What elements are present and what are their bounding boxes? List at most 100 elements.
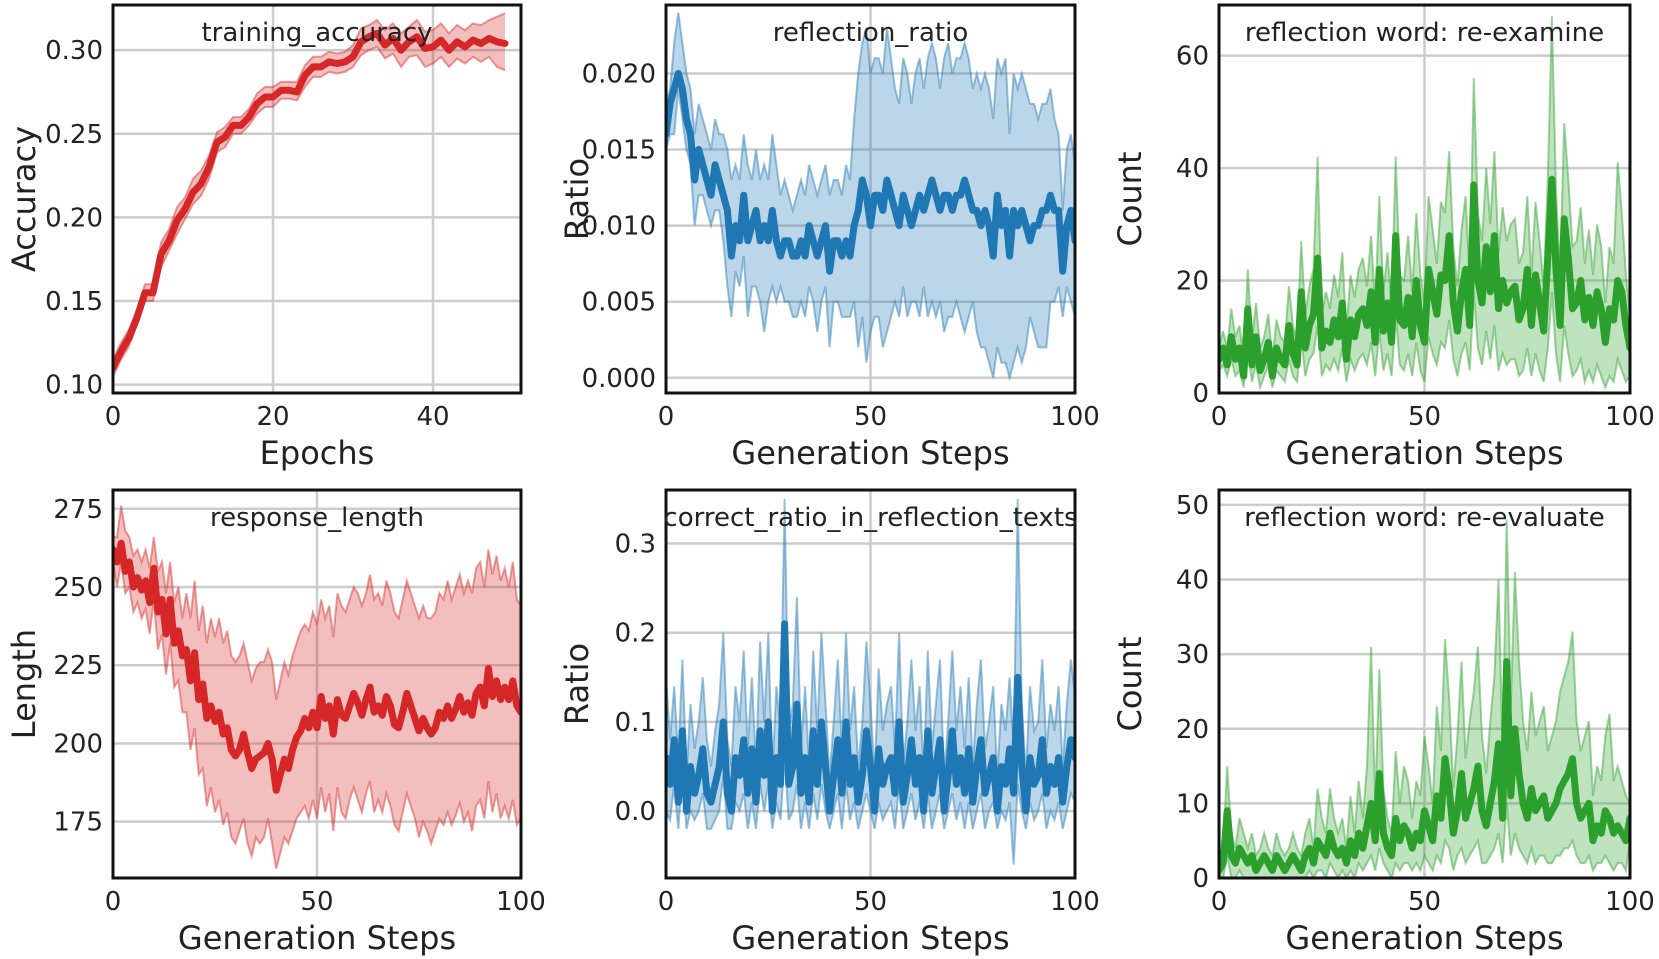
x-tick-label: 0 bbox=[658, 887, 675, 917]
plot-frame bbox=[664, 488, 1077, 880]
series-line-mean bbox=[113, 29, 509, 372]
y-tick-label: 0.10 bbox=[45, 371, 103, 401]
y-tick-label: 225 bbox=[53, 651, 103, 681]
y-axis-label: Accuracy bbox=[5, 126, 43, 272]
plot-frame bbox=[1217, 3, 1632, 395]
panel-title: reflection_ratio bbox=[773, 18, 969, 48]
x-axis-label: Generation Steps bbox=[1285, 434, 1563, 472]
confidence-band bbox=[666, 12, 1075, 378]
y-tick-label: 10 bbox=[1176, 789, 1209, 819]
x-tick-label: 100 bbox=[1050, 402, 1100, 432]
y-tick-label: 0.005 bbox=[582, 288, 656, 318]
plot-area bbox=[666, 12, 1075, 382]
y-tick-label: 0.30 bbox=[45, 36, 103, 66]
panel-reflection-ratio: 0 50 100 0.000 0.005 0.010 0.015 0.020 Generatio… bbox=[558, 3, 1100, 472]
y-tick-label: 0.0 bbox=[615, 797, 656, 827]
y-tick-label: 0.25 bbox=[45, 120, 103, 150]
plot-area bbox=[666, 498, 1075, 865]
x-axis-label: Epochs bbox=[260, 434, 375, 472]
x-tick-label: 50 bbox=[854, 887, 887, 917]
plot-frame bbox=[1217, 488, 1632, 880]
x-tick-label: 100 bbox=[1605, 402, 1655, 432]
band-upper-edge bbox=[1219, 519, 1630, 864]
plot-frame bbox=[664, 3, 1077, 395]
y-axis-label: Ratio bbox=[558, 158, 596, 240]
x-tick-label: 100 bbox=[1605, 887, 1655, 917]
y-tick-label: 0.000 bbox=[582, 364, 656, 394]
plot-frame bbox=[111, 488, 523, 880]
panel-training-accuracy: 0 20 40 0.10 0.15 0.20 0.25 0.30 Epochs Accuracy t… bbox=[5, 3, 523, 472]
y-tick-label: 60 bbox=[1176, 42, 1209, 72]
y-tick-label: 0.3 bbox=[615, 530, 656, 560]
y-tick-label: 0.015 bbox=[582, 136, 656, 166]
x-axis-label: Generation Steps bbox=[178, 919, 456, 957]
band-lower-edge bbox=[1219, 803, 1630, 878]
x-tick-label: 0 bbox=[658, 402, 675, 432]
y-tick-label: 20 bbox=[1176, 267, 1209, 297]
y-tick-label: 0.1 bbox=[615, 708, 656, 738]
band-upper-edge bbox=[666, 498, 1075, 776]
panel-title: reflection word: re-examine bbox=[1245, 18, 1604, 48]
y-tick-label: 40 bbox=[1176, 566, 1209, 596]
y-tick-label: 175 bbox=[53, 808, 103, 838]
plot-frame bbox=[111, 3, 523, 395]
y-tick-label: 50 bbox=[1176, 491, 1209, 521]
plot-area bbox=[113, 12, 509, 377]
series-line-mean bbox=[1219, 175, 1630, 380]
panel-re-examine: 0 50 100 0 20 40 60 Generation Steps Count reflec… bbox=[1111, 3, 1655, 472]
y-tick-label: 20 bbox=[1176, 715, 1209, 745]
y-tick-label: 250 bbox=[53, 573, 103, 603]
band-lower-edge bbox=[666, 88, 1075, 382]
panel-title: reflection word: re-evaluate bbox=[1244, 503, 1604, 533]
y-axis-label: Count bbox=[1111, 151, 1149, 246]
band-upper-edge bbox=[113, 12, 506, 361]
x-axis-label: Generation Steps bbox=[731, 919, 1009, 957]
x-tick-label: 50 bbox=[854, 402, 887, 432]
y-tick-label: 0 bbox=[1192, 379, 1209, 409]
panel-title: response_length bbox=[210, 503, 424, 533]
x-axis-label: Generation Steps bbox=[1285, 919, 1563, 957]
series-line-mean bbox=[113, 539, 521, 794]
band-lower-edge bbox=[113, 561, 521, 869]
y-tick-label: 275 bbox=[53, 495, 103, 525]
x-tick-label: 50 bbox=[300, 887, 333, 917]
series-line-mean bbox=[666, 620, 1075, 815]
confidence-band bbox=[1219, 519, 1630, 878]
y-tick-label: 0.15 bbox=[45, 287, 103, 317]
y-axis-label: Count bbox=[1111, 636, 1149, 731]
panel-response-length: 0 50 100 175 200 225 250 275 Generation Steps Len… bbox=[5, 488, 546, 957]
y-tick-label: 0.020 bbox=[582, 59, 656, 89]
panel-title: correct_ratio_in_reflection_texts bbox=[663, 503, 1077, 533]
y-tick-label: 0 bbox=[1192, 864, 1209, 894]
band-upper-edge bbox=[666, 12, 1075, 215]
x-tick-label: 50 bbox=[1408, 402, 1441, 432]
y-tick-label: 0.20 bbox=[45, 203, 103, 233]
y-axis-label: Length bbox=[5, 629, 43, 739]
x-tick-label: 0 bbox=[1211, 887, 1228, 917]
plot-area bbox=[113, 505, 521, 869]
x-tick-label: 0 bbox=[105, 402, 122, 432]
x-tick-label: 20 bbox=[256, 402, 289, 432]
x-tick-label: 50 bbox=[1408, 887, 1441, 917]
series-line-mean bbox=[666, 70, 1075, 275]
plot-area bbox=[1219, 16, 1630, 392]
y-tick-label: 0.010 bbox=[582, 212, 656, 242]
panel-correct-ratio: 0 50 100 0.0 0.1 0.2 0.3 Generation Steps Ratio c… bbox=[558, 488, 1100, 957]
y-tick-label: 40 bbox=[1176, 154, 1209, 184]
panel-title: training_accuracy bbox=[201, 18, 432, 48]
band-lower-edge bbox=[113, 45, 506, 377]
confidence-band bbox=[113, 505, 521, 869]
x-tick-label: 40 bbox=[416, 402, 449, 432]
plot-area bbox=[1219, 519, 1630, 878]
band-upper-edge bbox=[113, 505, 521, 700]
y-tick-label: 30 bbox=[1176, 640, 1209, 670]
series-line-mean bbox=[1219, 658, 1630, 874]
y-tick-label: 200 bbox=[53, 729, 103, 759]
x-axis-label: Generation Steps bbox=[731, 434, 1009, 472]
y-axis-label: Ratio bbox=[558, 643, 596, 725]
x-tick-label: 100 bbox=[496, 887, 546, 917]
x-tick-label: 100 bbox=[1050, 887, 1100, 917]
y-tick-label: 0.2 bbox=[615, 619, 656, 649]
